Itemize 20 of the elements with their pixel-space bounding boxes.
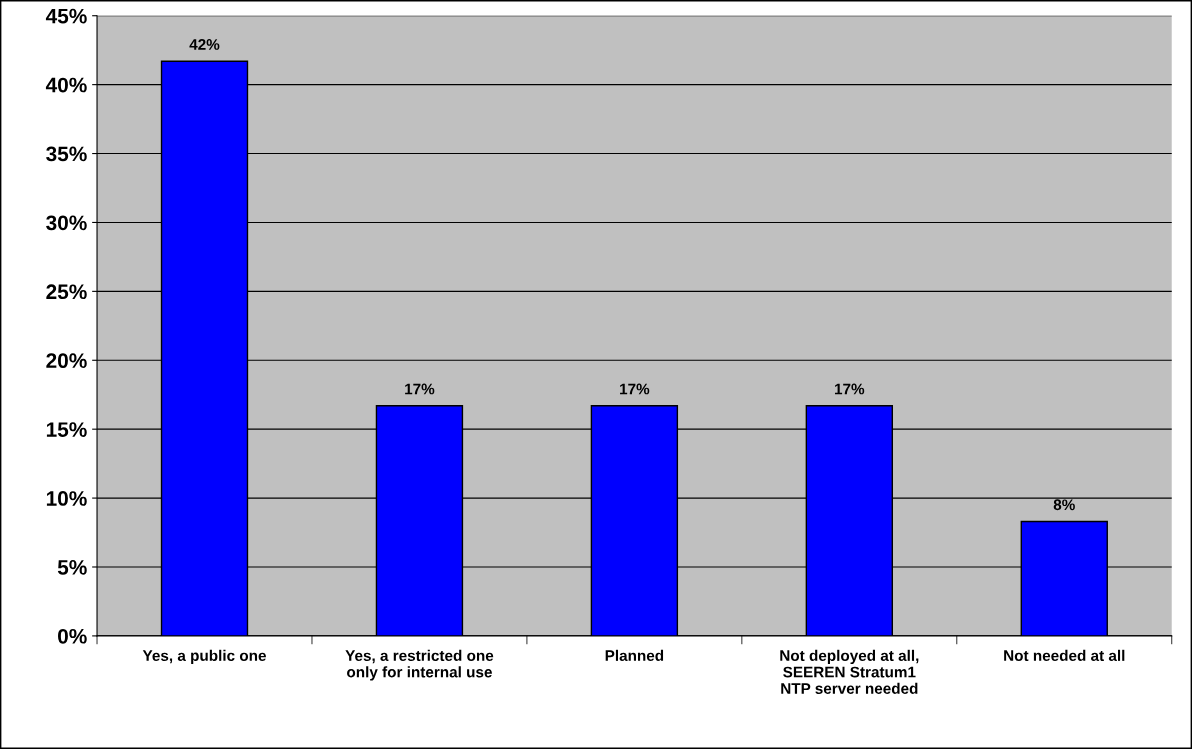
data-label: 17%: [405, 383, 435, 395]
y-tick-label: 10%: [46, 491, 87, 506]
x-tick-label: Not deployed at all, SEEREN Stratum1 NTP server needed: [780, 649, 919, 694]
y-tick-label: 0%: [58, 628, 87, 644]
data-label: 17%: [835, 383, 865, 395]
x-tick-label: Planned: [605, 649, 664, 662]
y-tick-label: 30%: [46, 215, 87, 231]
y-tick-label: 25%: [46, 284, 87, 300]
data-label: 42%: [189, 39, 220, 50]
y-tick-label: 15%: [46, 422, 87, 437]
y-tick-label: 5%: [57, 560, 87, 575]
x-tick-label: Yes, a public one: [142, 649, 266, 665]
x-tick-label: Not needed at all: [1004, 649, 1125, 662]
data-label: 17%: [620, 383, 650, 395]
y-tick-label: 35%: [46, 146, 87, 162]
x-tick-label: Yes, a restricted one only for internal use: [345, 649, 494, 681]
y-tick-label: 45%: [45, 8, 87, 24]
y-tick-label: 20%: [46, 353, 87, 369]
data-label: 8%: [1053, 499, 1075, 511]
y-tick-label: 40%: [45, 77, 87, 93]
